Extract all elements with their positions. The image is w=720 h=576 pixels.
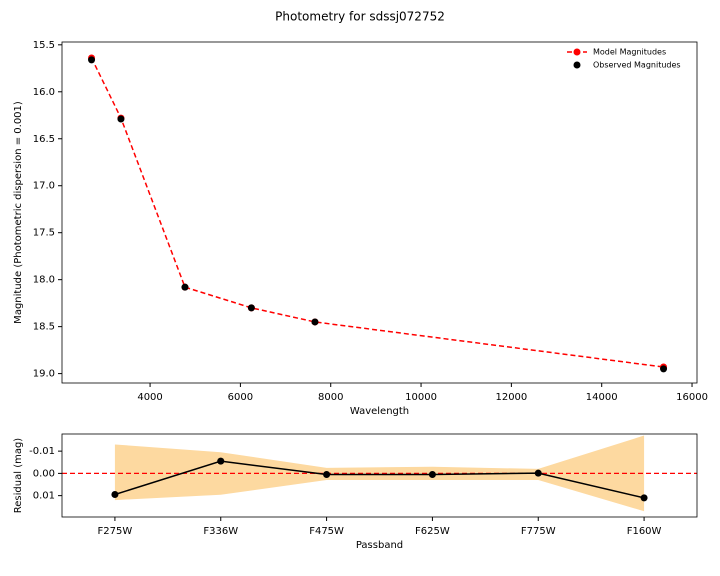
legend-label: Observed Magnitudes <box>593 61 681 70</box>
legend-marker <box>573 48 581 56</box>
x-axis-label: Wavelength <box>350 406 409 417</box>
y-tick-label: 0.01 <box>33 491 55 502</box>
data-point <box>181 283 189 291</box>
x-tick-label: 10000 <box>405 392 437 403</box>
x-tick-label: F160W <box>627 526 662 537</box>
x-tick-label: F275W <box>98 526 133 537</box>
y-axis-label: Magnitude (Photometric dispersion = 0.00… <box>13 101 24 324</box>
data-point <box>111 491 119 499</box>
dispersion-band <box>114 435 645 512</box>
y-tick-label: 16.5 <box>33 134 55 145</box>
x-tick-label: 8000 <box>318 392 343 403</box>
data-point <box>428 470 436 478</box>
x-tick-label: F475W <box>309 526 344 537</box>
y-tick-label: 18.0 <box>33 275 55 286</box>
x-tick-label: F775W <box>521 526 556 537</box>
y-tick-label: 0.00 <box>33 468 55 479</box>
y-tick-label: 18.5 <box>33 322 55 333</box>
y-tick-label: 15.5 <box>33 40 55 51</box>
x-tick-label: 6000 <box>228 392 253 403</box>
data-point <box>534 469 542 477</box>
legend-marker <box>573 61 581 69</box>
y-tick-label: -0.01 <box>29 446 55 457</box>
data-point <box>217 457 225 465</box>
y-tick-label: 19.0 <box>33 369 55 380</box>
x-tick-label: F625W <box>415 526 450 537</box>
axes-frame <box>61 433 698 518</box>
y-tick-label: 17.0 <box>33 181 55 192</box>
x-tick-label: 12000 <box>495 392 527 403</box>
data-point <box>117 115 125 123</box>
data-point <box>88 56 96 64</box>
data-point <box>247 304 255 312</box>
y-tick-label: 17.5 <box>33 228 55 239</box>
x-tick-label: F336W <box>203 526 238 537</box>
x-tick-label: 4000 <box>137 392 162 403</box>
data-point <box>660 365 668 373</box>
data-point <box>311 318 319 326</box>
x-axis-label: Passband <box>356 540 403 551</box>
axes-frame <box>61 41 698 384</box>
x-tick-label: 14000 <box>586 392 618 403</box>
series-line <box>90 57 664 368</box>
x-tick-label: 16000 <box>676 392 708 403</box>
chart-title: Photometry for sdssj072752 <box>275 10 445 24</box>
y-tick-label: 16.0 <box>33 87 55 98</box>
legend-label: Model Magnitudes <box>593 48 666 57</box>
data-point <box>323 470 331 478</box>
residual-line <box>114 460 645 499</box>
y-axis-label: Residual (mag) <box>13 438 24 514</box>
data-point <box>640 494 648 502</box>
